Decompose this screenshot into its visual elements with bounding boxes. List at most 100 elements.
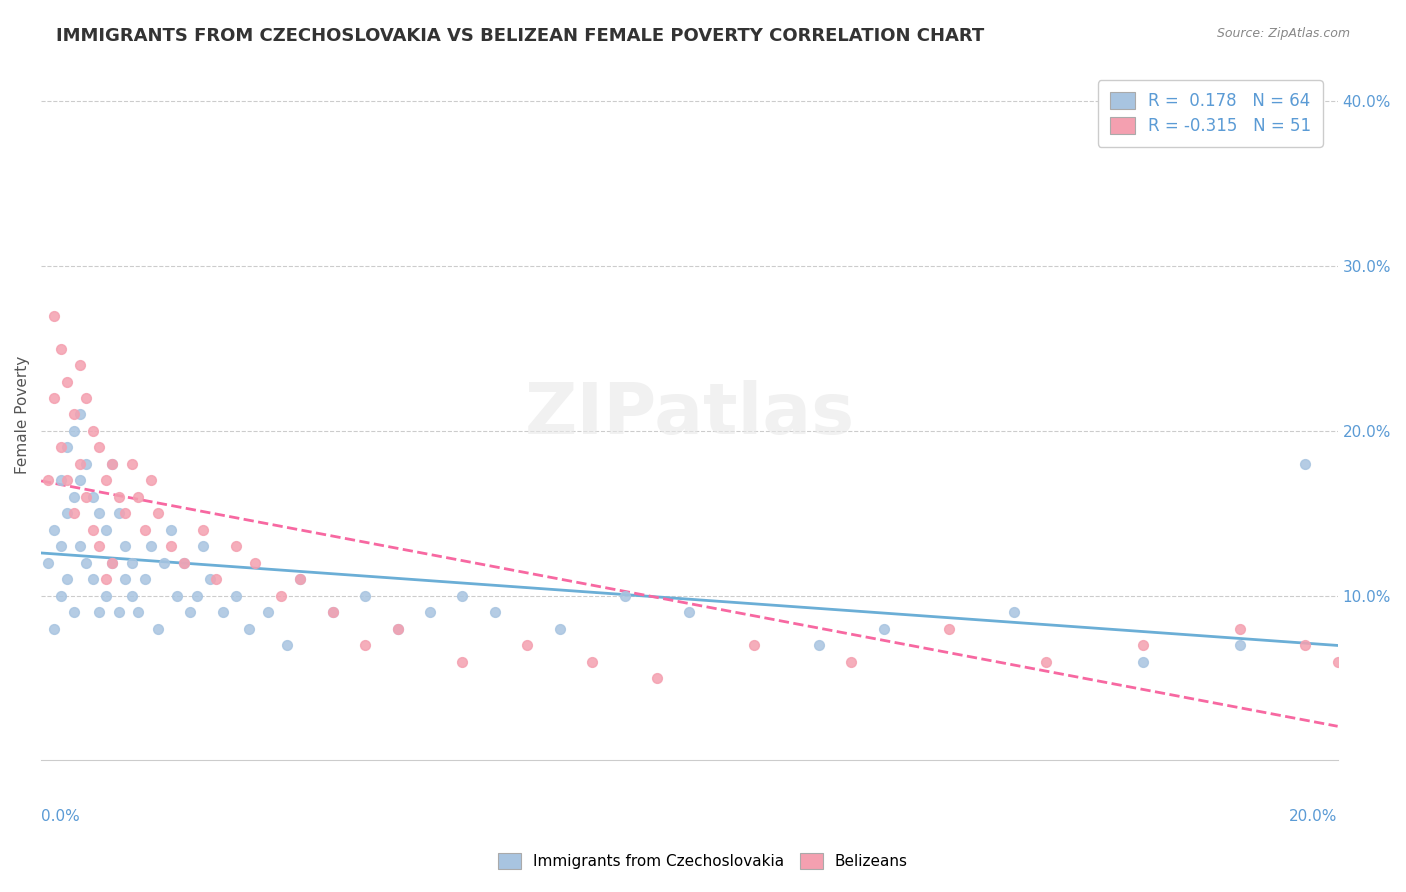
Point <box>613 589 636 603</box>
Point <box>89 539 111 553</box>
Point <box>76 556 98 570</box>
Point <box>49 441 72 455</box>
Point <box>108 605 131 619</box>
Point <box>94 474 117 488</box>
Point <box>419 605 441 619</box>
Point <box>49 342 72 356</box>
Point <box>62 490 84 504</box>
Point <box>193 539 215 553</box>
Point <box>89 441 111 455</box>
Point <box>1294 638 1316 652</box>
Point <box>82 523 104 537</box>
Point <box>101 457 124 471</box>
Point <box>678 605 700 619</box>
Point <box>938 622 960 636</box>
Point <box>581 655 603 669</box>
Point <box>146 506 169 520</box>
Point <box>121 589 143 603</box>
Point <box>94 523 117 537</box>
Point <box>49 589 72 603</box>
Point <box>186 589 208 603</box>
Point <box>173 556 195 570</box>
Y-axis label: Female Poverty: Female Poverty <box>15 355 30 474</box>
Point <box>69 457 91 471</box>
Point <box>193 523 215 537</box>
Point <box>56 506 79 520</box>
Point <box>243 556 266 570</box>
Point <box>108 490 131 504</box>
Point <box>49 474 72 488</box>
Point <box>387 622 409 636</box>
Point <box>276 638 298 652</box>
Point <box>290 572 312 586</box>
Point <box>179 605 201 619</box>
Point <box>121 457 143 471</box>
Point <box>101 556 124 570</box>
Point <box>166 589 188 603</box>
Legend: R =  0.178   N = 64, R = -0.315   N = 51: R = 0.178 N = 64, R = -0.315 N = 51 <box>1098 80 1323 146</box>
Point <box>198 572 221 586</box>
Point <box>1294 457 1316 471</box>
Point <box>387 622 409 636</box>
Point <box>56 474 79 488</box>
Legend: Immigrants from Czechoslovakia, Belizeans: Immigrants from Czechoslovakia, Belizean… <box>492 847 914 875</box>
Point <box>62 408 84 422</box>
Text: Source: ZipAtlas.com: Source: ZipAtlas.com <box>1216 27 1350 40</box>
Point <box>742 638 765 652</box>
Point <box>205 572 228 586</box>
Point <box>153 556 176 570</box>
Point <box>62 424 84 438</box>
Point <box>141 539 163 553</box>
Point <box>127 490 149 504</box>
Text: 0.0%: 0.0% <box>41 809 80 824</box>
Point <box>134 523 156 537</box>
Point <box>101 556 124 570</box>
Point <box>211 605 233 619</box>
Point <box>290 572 312 586</box>
Point <box>114 572 136 586</box>
Point <box>873 622 896 636</box>
Point <box>37 474 59 488</box>
Point <box>1132 655 1154 669</box>
Point <box>354 638 377 652</box>
Text: 20.0%: 20.0% <box>1289 809 1337 824</box>
Point <box>484 605 506 619</box>
Point <box>451 655 474 669</box>
Point <box>134 572 156 586</box>
Point <box>1229 622 1251 636</box>
Point <box>225 539 247 553</box>
Point <box>49 539 72 553</box>
Point <box>516 638 538 652</box>
Point <box>69 408 91 422</box>
Point <box>1035 655 1057 669</box>
Point <box>82 424 104 438</box>
Point <box>108 506 131 520</box>
Point <box>141 474 163 488</box>
Point <box>69 539 91 553</box>
Point <box>89 506 111 520</box>
Point <box>146 622 169 636</box>
Point <box>56 375 79 389</box>
Point <box>76 490 98 504</box>
Point <box>82 572 104 586</box>
Point <box>62 605 84 619</box>
Point <box>42 523 65 537</box>
Point <box>101 457 124 471</box>
Point <box>322 605 344 619</box>
Point <box>270 589 292 603</box>
Point <box>1326 655 1348 669</box>
Point <box>69 474 91 488</box>
Point <box>69 358 91 372</box>
Point <box>159 539 181 553</box>
Point <box>56 572 79 586</box>
Point <box>173 556 195 570</box>
Point <box>645 671 668 685</box>
Text: ZIPatlas: ZIPatlas <box>524 380 855 449</box>
Point <box>94 589 117 603</box>
Point <box>42 391 65 405</box>
Point <box>94 572 117 586</box>
Point <box>89 605 111 619</box>
Point <box>354 589 377 603</box>
Point <box>841 655 863 669</box>
Point <box>37 556 59 570</box>
